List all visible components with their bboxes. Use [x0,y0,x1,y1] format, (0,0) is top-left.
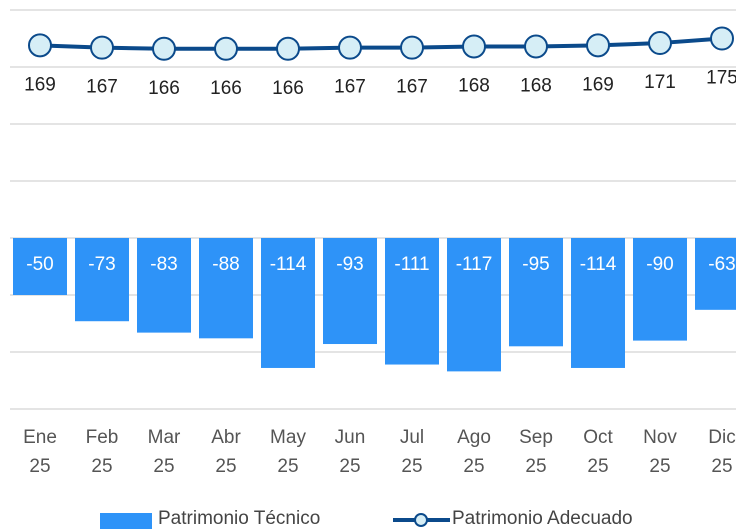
line-value-label: 167 [334,77,366,98]
line-value-label: 166 [272,78,304,99]
x-tick-label: Jul 25 [399,427,425,477]
bar [75,238,129,322]
legend-label: Patrimonio Técnico [158,508,321,529]
legend-swatch [100,513,152,529]
line-value-label: 166 [148,78,180,99]
line-marker [90,35,114,60]
x-tick-label: May 25 [270,427,306,477]
line-marker [214,36,238,61]
bar-value-label: -117 [456,254,493,275]
line-value-label: 171 [644,72,676,93]
line-marker [338,35,362,60]
x-tick-label: Abr 25 [211,427,241,477]
bar-value-label: -50 [26,254,53,275]
bar [633,238,687,341]
legend-label: Patrimonio Adecuado [452,508,633,529]
bar [385,238,439,365]
bar-value-label: -83 [150,254,177,275]
bar-value-label: -63 [708,254,735,275]
x-tick-label: Feb 25 [85,427,119,477]
x-tick-label: Dic 25 [708,427,736,477]
bar [137,238,191,333]
line-marker [524,34,548,59]
line-marker [276,36,300,61]
line-value-label: 169 [24,74,56,95]
x-tick-label: Jun 25 [334,427,366,477]
x-tick-label: Mar 25 [147,427,181,477]
bar [323,238,377,345]
bar-value-label: -88 [212,254,239,275]
bar [509,238,563,347]
line-value-label: 175 [706,68,736,89]
x-tick-label: Ago 25 [457,427,491,477]
line-value-label: 168 [458,75,490,96]
bar [199,238,253,339]
line-marker [586,33,610,58]
x-tick-label: Oct 25 [583,427,613,477]
line-marker [400,35,424,60]
legend-marker [414,513,428,527]
x-tick-label: Sep 25 [519,427,553,477]
line-marker [152,36,176,61]
line [39,36,723,51]
line-marker [28,33,52,58]
x-tick-label: Ene 25 [23,427,57,477]
bar [261,238,315,368]
bar [695,238,736,310]
bar-value-label: -114 [580,254,617,275]
line-value-label: 166 [210,78,242,99]
x-tick-label: Nov 25 [643,427,677,477]
bar [13,238,67,295]
line-value-label: 167 [86,77,118,98]
line-value-label: 168 [520,75,552,96]
bar-value-label: -111 [394,254,429,275]
line-value-label: 167 [396,77,428,98]
bar [447,238,501,372]
line-value-label: 169 [582,74,614,95]
line-marker [648,31,672,56]
bar-value-label: -90 [646,254,673,275]
bar [571,238,625,368]
bar-value-label: -114 [270,254,307,275]
line-marker [710,26,734,51]
bar-value-label: -95 [522,254,549,275]
bar-value-label: -93 [336,254,363,275]
line-marker [462,34,486,59]
bar-value-label: -73 [88,254,115,275]
